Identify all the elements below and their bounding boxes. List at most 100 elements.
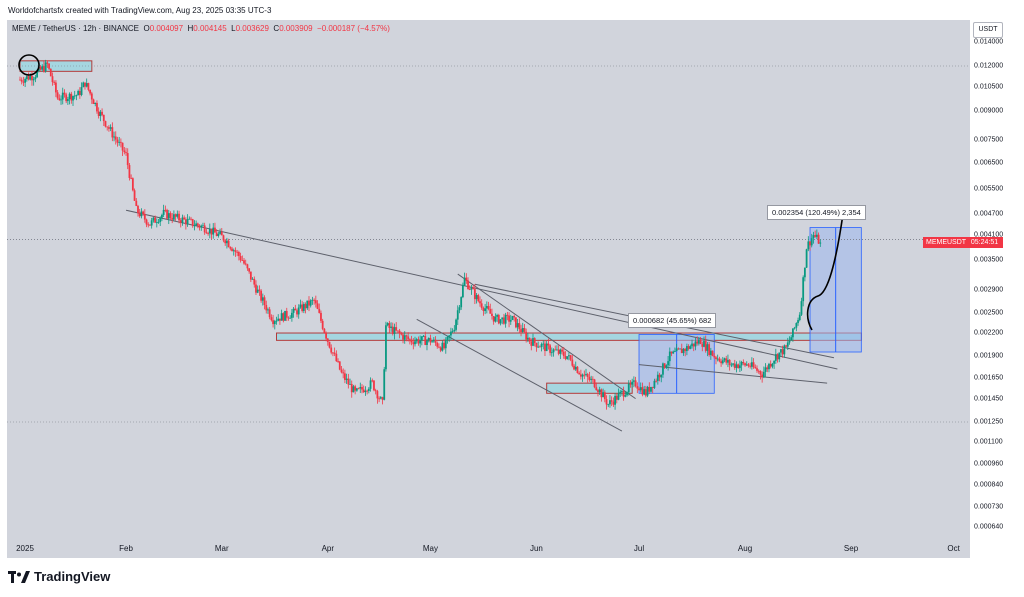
- candle-body: [429, 337, 432, 343]
- candle-body: [169, 213, 172, 218]
- candle-body: [273, 321, 276, 325]
- candle-body: [191, 219, 194, 226]
- candle-body: [716, 358, 719, 360]
- candle-body: [691, 343, 693, 347]
- trendline-4: [638, 364, 828, 384]
- candle-body: [609, 400, 611, 405]
- candle-body: [72, 96, 74, 101]
- candle-body: [212, 227, 215, 235]
- y-tick-label: 0.001250: [974, 418, 1004, 426]
- candle-body: [786, 342, 789, 347]
- y-tick-label: 0.001450: [974, 395, 1004, 403]
- y-tick-label: 0.000730: [974, 503, 1004, 511]
- x-tick-label: Aug: [737, 544, 753, 553]
- candle-body: [615, 395, 618, 400]
- candle-body: [515, 317, 517, 328]
- candle-body: [390, 326, 392, 328]
- chart-frame[interactable]: [7, 20, 970, 558]
- candle-body: [150, 220, 153, 226]
- candle-body: [422, 335, 425, 337]
- candle-body: [299, 304, 302, 308]
- candle-body: [477, 295, 480, 302]
- candle-body: [434, 339, 437, 343]
- y-tick-label: 0.004700: [974, 210, 1004, 218]
- candle-body: [137, 205, 139, 213]
- candle-body: [410, 339, 413, 343]
- candle-body: [138, 212, 141, 217]
- candle-body: [627, 383, 630, 393]
- candle-body: [561, 349, 563, 352]
- candle-body: [619, 391, 622, 394]
- candle-body: [682, 348, 685, 354]
- support-zone-2: [546, 382, 633, 394]
- candle-body: [237, 252, 240, 257]
- candle-body: [261, 297, 264, 301]
- candle-body: [178, 213, 180, 221]
- candle-body: [793, 327, 796, 329]
- candle-body: [532, 338, 534, 346]
- candle-body: [482, 307, 485, 311]
- candle-body: [455, 319, 457, 330]
- candle-body: [579, 374, 582, 377]
- candle-body: [393, 327, 396, 334]
- candle-body: [272, 320, 274, 325]
- candle-body: [752, 362, 755, 368]
- candle-body: [740, 361, 743, 366]
- candle-body: [84, 82, 86, 87]
- candle-body: [773, 360, 776, 364]
- candle-body: [809, 241, 811, 246]
- candle-body: [415, 339, 418, 342]
- candle-body: [686, 346, 688, 352]
- candle-body: [617, 393, 620, 400]
- candle-body: [660, 374, 663, 378]
- candle-body: [200, 225, 203, 228]
- candle-body: [732, 363, 734, 365]
- y-tick-label: 0.006500: [974, 159, 1004, 166]
- candle-body: [171, 217, 174, 220]
- candle-body: [119, 141, 122, 143]
- candle-body: [20, 79, 23, 82]
- price-axis[interactable]: [970, 20, 1024, 558]
- candle-body: [569, 355, 572, 360]
- candle-body: [131, 178, 134, 191]
- candle-body: [90, 93, 93, 100]
- candle-body: [665, 365, 668, 368]
- candle-body: [458, 307, 461, 311]
- currency-button[interactable]: USDT: [973, 22, 1003, 38]
- tradingview-logo[interactable]: TradingView: [8, 569, 110, 584]
- candle-body: [362, 389, 365, 393]
- last-price-tag: MEMEUSDT 05:24:51: [923, 236, 1003, 248]
- candle-body: [208, 228, 211, 234]
- candle-body: [781, 349, 784, 355]
- candle-body: [304, 304, 307, 309]
- candle-body: [116, 139, 119, 143]
- candle-body: [19, 79, 21, 81]
- candle-body: [450, 331, 452, 336]
- candle-body: [526, 337, 529, 340]
- y-tick-label: 0.000640: [974, 523, 1004, 531]
- candle-body: [762, 371, 765, 378]
- candle-body: [692, 343, 695, 347]
- candle-body: [58, 98, 61, 101]
- candle-body: [785, 345, 787, 347]
- candle-body: [687, 346, 690, 349]
- candle-body: [632, 380, 635, 382]
- candle-body: [142, 211, 145, 214]
- candle-body: [684, 348, 687, 352]
- candle-body: [472, 287, 475, 290]
- candle-body: [340, 369, 343, 373]
- candle-body: [764, 367, 767, 372]
- candle-body: [612, 401, 615, 405]
- candle-body: [501, 317, 504, 320]
- change-value: −0.000187 (−4.57%): [317, 24, 390, 33]
- candle-body: [321, 320, 324, 329]
- candle-body: [335, 353, 338, 362]
- candle-body: [366, 390, 369, 392]
- candle-body: [161, 214, 163, 218]
- support-zone-1: [276, 332, 862, 341]
- candle-body: [696, 341, 699, 344]
- candle-body: [414, 341, 416, 345]
- candle-body: [306, 300, 309, 309]
- annotation-circle: [18, 54, 40, 76]
